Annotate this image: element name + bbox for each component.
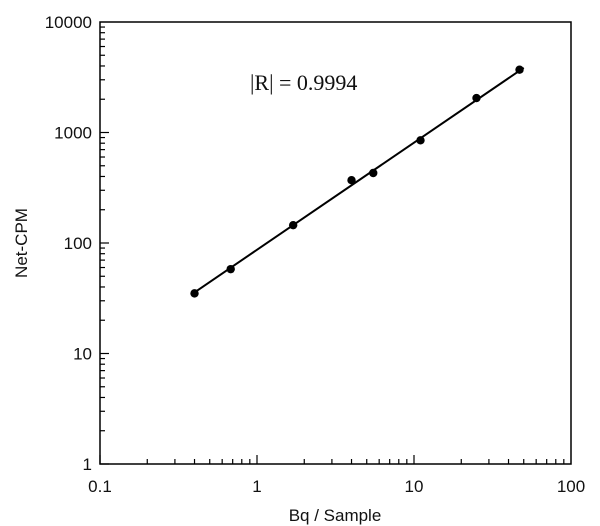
data-point bbox=[288, 220, 298, 230]
x-tick-label: 10 bbox=[405, 477, 424, 496]
x-axis-title: Bq / Sample bbox=[289, 506, 382, 525]
y-tick-label: 10000 bbox=[45, 13, 92, 32]
axis-ticks bbox=[99, 26, 565, 465]
x-tick-label: 0.1 bbox=[88, 477, 112, 496]
tick-labels: 0.1 1 10 100 1 10 100 1000 10000 bbox=[45, 13, 585, 496]
data-points bbox=[190, 65, 524, 298]
data-point bbox=[515, 65, 524, 74]
y-tick-label: 1000 bbox=[54, 124, 92, 143]
y-tick-label: 10 bbox=[73, 345, 92, 364]
y-tick-label: 100 bbox=[64, 234, 92, 253]
data-point bbox=[369, 168, 378, 178]
data-point bbox=[190, 289, 199, 298]
y-tick-label: 1 bbox=[83, 455, 92, 474]
x-tick-label: 100 bbox=[557, 477, 585, 496]
x-tick-label: 1 bbox=[252, 477, 261, 496]
fit-line bbox=[190, 66, 525, 296]
data-point bbox=[416, 136, 425, 145]
fit-line-group bbox=[190, 66, 525, 296]
data-point bbox=[226, 264, 235, 274]
data-point bbox=[347, 176, 356, 185]
y-axis-title: Net-CPM bbox=[12, 208, 31, 278]
data-point bbox=[472, 93, 481, 103]
plot-area bbox=[99, 21, 572, 465]
annotation-correlation: |R| = 0.9994 bbox=[250, 70, 357, 95]
